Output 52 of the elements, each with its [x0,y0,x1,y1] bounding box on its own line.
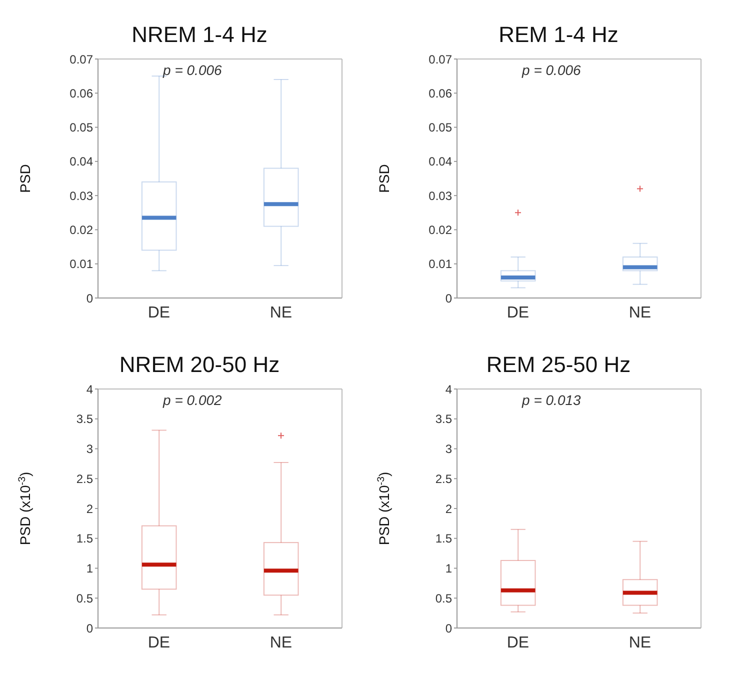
x-tick-label: DE [506,304,530,322]
annotation: p = 0.002 [162,392,223,408]
x-tick-label: DE [506,634,530,652]
y-tick-label: 1.5 [435,532,452,546]
y-axis-title: PSD [376,164,392,193]
y-tick-label: 1.5 [76,532,94,546]
y-tick-label: 0.07 [428,52,452,66]
y-tick-label: 4 [86,382,94,396]
y-tick-label: 0.5 [76,591,94,606]
x-tick-label: NE [270,634,292,652]
chart-title: REM 25-50 Hz [485,352,632,378]
chart-title: NREM 1-4 Hz [130,22,268,48]
y-tick-label: 3.5 [76,412,94,426]
y-tick-label: 0 [86,621,94,636]
annotation: p = 0.006 [520,62,582,78]
chart-title: REM 1-4 Hz [498,22,620,48]
y-tick-label: 0.04 [70,154,94,169]
y-tick-label: 0.05 [428,120,452,135]
x-tick-label: DE [148,304,170,322]
y-tick-label: 1 [86,562,94,576]
y-tick-label: 2 [86,502,94,516]
y-tick-label: 0.06 [70,86,94,100]
x-tick-label: DE [148,634,170,652]
y-tick-label: 0.07 [70,52,94,66]
x-tick-label: NE [270,304,292,322]
y-tick-label: 0.05 [70,120,94,135]
y-tick-label: 0 [86,291,94,306]
y-tick-label: 3 [86,442,94,456]
y-tick-label: 0.02 [70,222,94,237]
y-tick-label: 3.5 [435,412,452,426]
chart-title: NREM 20-50 Hz [118,352,281,378]
y-tick-label: 3 [445,442,452,456]
x-tick-label: NE [628,634,652,652]
y-tick-label: 0 [445,291,452,306]
y-tick-label: 2.5 [435,472,452,486]
y-axis-title: PSD [17,164,33,193]
y-tick-label: 0.5 [435,591,452,606]
y-tick-label: 0.03 [70,188,94,203]
y-tick-label: 0.03 [428,188,452,203]
y-tick-label: 0.06 [428,86,452,100]
y-tick-label: 0.02 [428,222,452,237]
y-tick-label: 1 [445,562,452,576]
x-tick-label: NE [628,304,652,322]
y-tick-label: 0.04 [428,154,452,169]
y-tick-label: 0 [445,621,452,636]
y-tick-label: 4 [445,382,452,396]
y-tick-label: 2 [445,502,452,516]
annotation: p = 0.013 [520,392,582,408]
y-tick-label: 0.01 [70,257,94,272]
annotation: p = 0.006 [162,62,223,78]
y-tick-label: 2.5 [76,472,94,486]
y-tick-label: 0.01 [428,257,452,272]
